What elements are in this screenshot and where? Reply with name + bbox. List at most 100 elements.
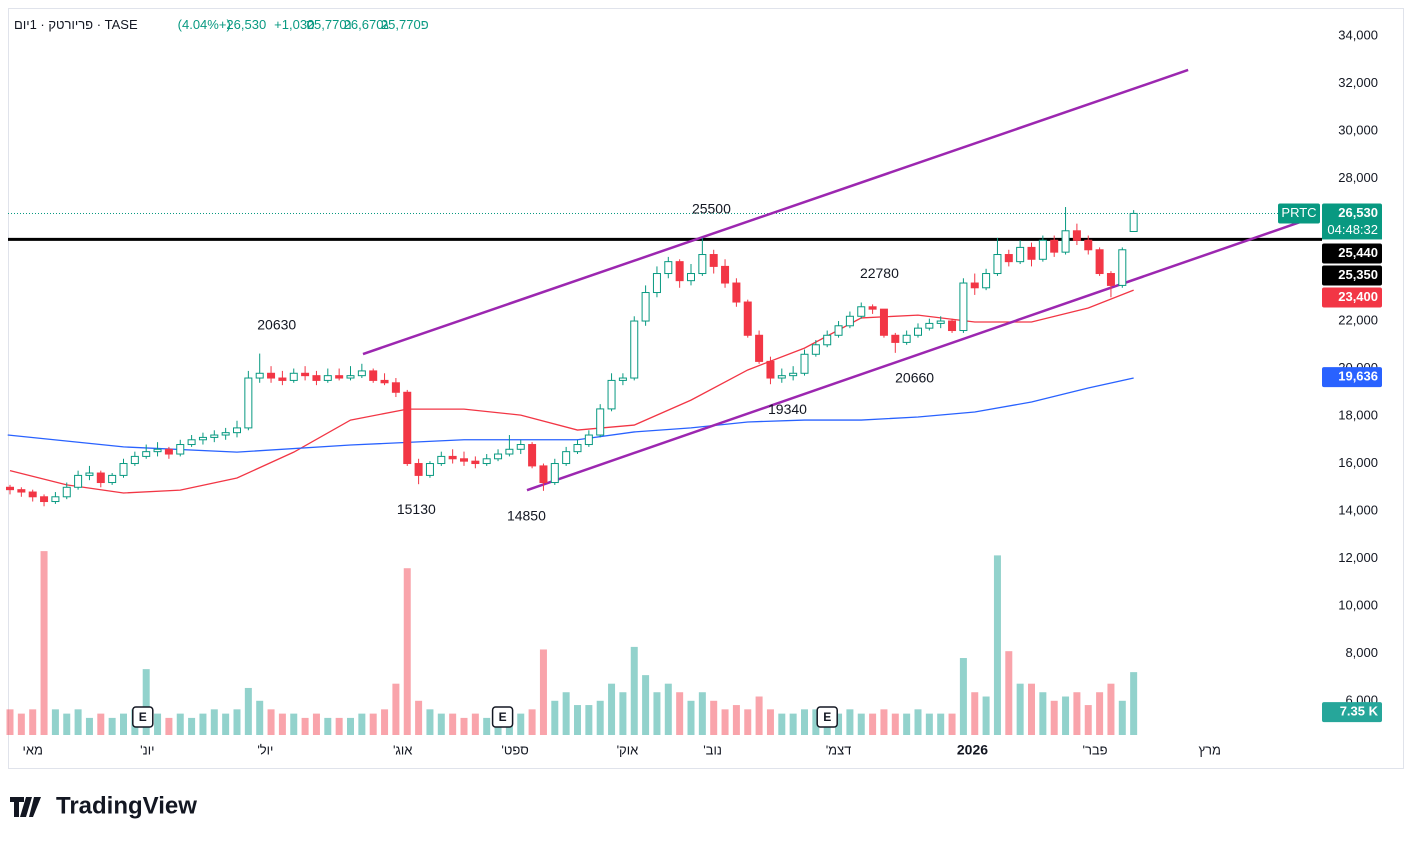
candle-body <box>85 472 94 476</box>
candle-body <box>664 261 673 275</box>
price-tag <box>1322 203 1382 224</box>
volume-bar <box>880 709 888 735</box>
candle-body <box>153 448 162 453</box>
candle-body <box>777 375 786 379</box>
volume-bar <box>959 658 967 735</box>
y-tick-label: 12,000 <box>1338 550 1378 565</box>
candle-body <box>187 439 196 446</box>
candle-body <box>1072 230 1081 241</box>
candle-body <box>267 372 276 379</box>
candle-body <box>28 491 37 498</box>
candle-body <box>1095 249 1104 275</box>
title: פריורטק · 1יום · TASE <box>14 17 138 32</box>
candle-body <box>948 320 957 332</box>
event-box <box>491 706 514 728</box>
price-tag-label: 25,350 <box>1338 267 1378 282</box>
volume-bar <box>948 713 956 735</box>
volume-bar <box>925 713 933 735</box>
y-tick-label: 32,000 <box>1338 75 1378 90</box>
candle-body <box>391 382 400 393</box>
y-tick-label: 34,000 <box>1338 27 1378 42</box>
candle-body <box>380 379 389 384</box>
volume-bar <box>551 700 559 735</box>
volume-bar <box>347 717 354 735</box>
volume-bar <box>290 713 298 735</box>
candle-body <box>584 434 593 446</box>
candle-body <box>528 444 537 467</box>
volume-bar <box>653 692 661 735</box>
volume-bar <box>324 717 332 735</box>
candle-body <box>630 320 639 379</box>
candle-body <box>1004 254 1013 263</box>
volume-bar <box>1107 683 1115 735</box>
candle-body <box>425 463 434 476</box>
volume-bar <box>732 705 740 735</box>
volume-tag-label: 7.35 K <box>1340 704 1379 719</box>
candle-body <box>176 444 185 455</box>
volume-bar <box>108 717 116 735</box>
candle-body <box>607 379 616 410</box>
volume-bar <box>778 713 786 735</box>
x-tick-label: יונ' <box>140 742 154 757</box>
candle-body <box>811 344 820 355</box>
y-tick-label: 8,000 <box>1345 645 1378 660</box>
volume-bar <box>449 713 457 735</box>
volume-bar <box>165 717 173 735</box>
volume-bar <box>539 649 547 735</box>
moving-average <box>9 289 1134 494</box>
volume-bar <box>74 709 82 735</box>
y-tick-label: 30,000 <box>1338 122 1378 137</box>
candle-body <box>62 486 71 498</box>
event-box <box>816 706 838 728</box>
volume-bar <box>1118 700 1126 735</box>
volume-bar <box>471 713 479 735</box>
volume-bar <box>1039 692 1047 735</box>
candle-body <box>437 455 446 465</box>
ohlc: נ25,770 <box>307 17 352 32</box>
volume-bar <box>903 713 911 735</box>
event-label: E <box>139 710 147 724</box>
candle-body <box>823 334 832 346</box>
volume-bar <box>437 713 445 735</box>
annotation: 20660 <box>895 370 934 386</box>
volume-bar <box>517 713 525 735</box>
x-tick-label: אוג' <box>393 742 413 757</box>
annotation: 19340 <box>768 401 807 417</box>
symbol: PRTC <box>1281 205 1316 220</box>
candle-body <box>982 273 991 289</box>
candle-body <box>845 315 854 327</box>
candle-body <box>891 334 900 343</box>
candle-body <box>652 273 661 294</box>
price-tag-label: 26,530 <box>1338 205 1378 220</box>
moving-average <box>7 377 1134 453</box>
candle-body <box>902 334 911 343</box>
volume-bar <box>97 713 105 735</box>
volume-bar <box>301 717 309 735</box>
candle-body <box>357 370 366 377</box>
annotation: 14850 <box>507 508 546 524</box>
candle-body <box>1129 212 1138 232</box>
candle-body <box>936 320 945 324</box>
candle-body <box>618 377 627 381</box>
candle-body <box>868 306 877 310</box>
x-tick-label: מרץ <box>1198 742 1220 757</box>
price-tag <box>1322 367 1382 388</box>
candle-body <box>573 444 582 453</box>
candle-body <box>448 455 457 460</box>
volume-bar <box>755 696 763 735</box>
x-tick-label: אוק' <box>617 742 639 757</box>
candle-body <box>698 254 707 275</box>
volume-bar <box>937 713 945 735</box>
y-tick-label: 22,000 <box>1338 312 1378 327</box>
trendline <box>362 68 1189 356</box>
volume-tag <box>1322 702 1382 723</box>
candle-body <box>834 325 843 336</box>
x-tick-label: פבר' <box>1082 742 1107 757</box>
volume-bar <box>619 692 627 735</box>
logo <box>10 797 41 817</box>
candle-body <box>414 463 423 476</box>
candle-body <box>289 372 298 381</box>
candle-body <box>675 261 684 282</box>
volume-bar <box>766 709 774 735</box>
